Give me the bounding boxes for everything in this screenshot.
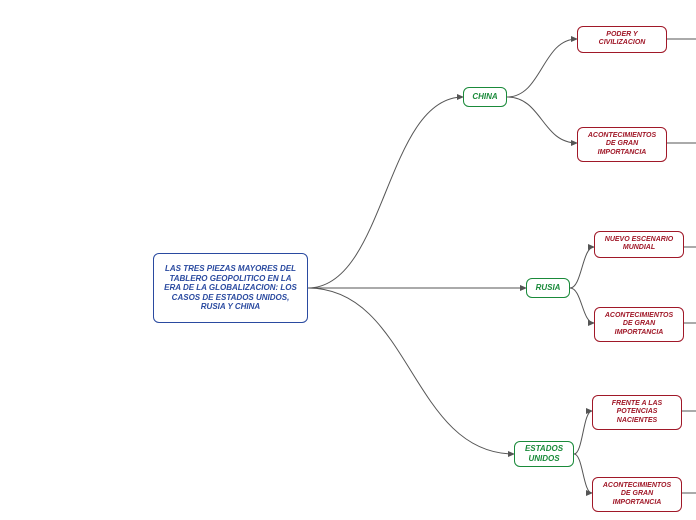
node-eeuu-frente: FRENTE A LAS POTENCIAS NACIENTES — [592, 395, 682, 430]
node-china-acont: ACONTECIMIENTOS DE GRAN IMPORTANCIA — [577, 127, 667, 162]
node-china-poder: PODER Y CIVILIZACION — [577, 26, 667, 53]
edge-layer — [0, 0, 696, 520]
node-eeuu-acont: ACONTECIMIENTOS DE GRAN IMPORTANCIA — [592, 477, 682, 512]
node-rusia-esc: NUEVO ESCENARIO MUNDIAL — [594, 231, 684, 258]
node-eeuu: ESTADOS UNIDOS — [514, 441, 574, 467]
root-node: LAS TRES PIEZAS MAYORES DEL TABLERO GEOP… — [153, 253, 308, 323]
node-china: CHINA — [463, 87, 507, 107]
node-rusia: RUSIA — [526, 278, 570, 298]
node-rusia-acont: ACONTECIMIENTOS DE GRAN IMPORTANCIA — [594, 307, 684, 342]
